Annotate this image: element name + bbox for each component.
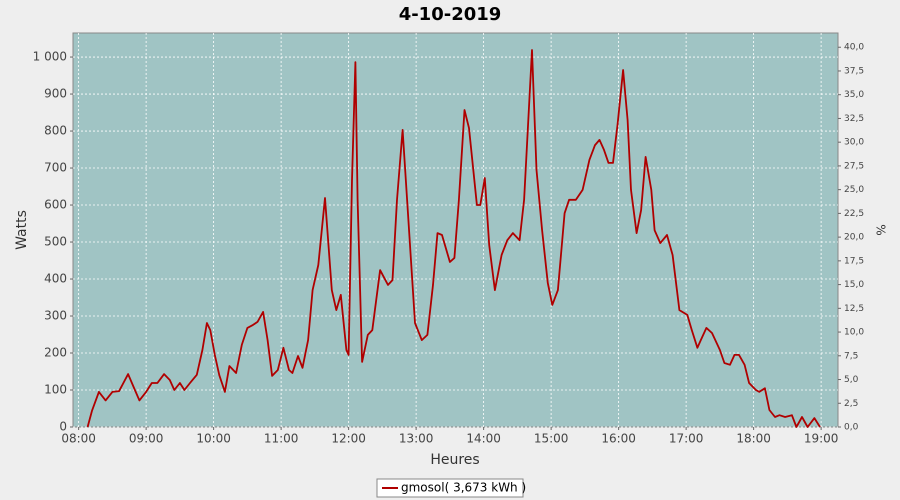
y-axis-label: Watts: [14, 210, 30, 250]
y2-tick-label: 15,0: [844, 280, 864, 290]
y-tick-label: 1 000: [33, 50, 67, 64]
y-tick-label: 900: [44, 87, 67, 101]
x-tick-label: 08:00: [61, 432, 96, 446]
y2-tick-label: 12,5: [844, 304, 864, 314]
y2-tick-label: 37,5: [844, 66, 864, 76]
x-tick-label: 17:00: [669, 432, 704, 446]
y2-tick-label: 10,0: [844, 328, 864, 338]
y2-tick-label: 27,5: [844, 161, 864, 171]
y-tick-label: 800: [44, 124, 67, 138]
y-tick-label: 400: [44, 272, 67, 286]
y2-tick-label: 35,0: [844, 90, 864, 100]
y2-tick-label: 40,0: [844, 43, 864, 53]
y-tick-label: 200: [44, 346, 67, 360]
y2-tick-label: 5,0: [844, 375, 859, 385]
plot-area: [72, 32, 839, 428]
y2-axis-label: %: [874, 224, 888, 235]
x-tick-label: 12:00: [331, 432, 366, 446]
x-tick-label: 18:00: [736, 432, 771, 446]
x-tick-label: 10:00: [196, 432, 231, 446]
y2-tick-label: 25,0: [844, 185, 864, 195]
x-tick-label: 15:00: [534, 432, 569, 446]
y2-tick-label: 2,5: [844, 399, 858, 409]
data-line: [86, 49, 821, 428]
x-axis-label: Heures: [430, 452, 479, 468]
y2-tick-label: 22,5: [844, 209, 864, 219]
y-tick-label: 100: [44, 383, 67, 397]
y-tick-label: 600: [44, 198, 67, 212]
x-tick-label: 13:00: [399, 432, 434, 446]
legend: [376, 478, 524, 498]
legend-label: gmosol( 3,673 kWh ): [401, 481, 526, 495]
y2-tick-label: 17,5: [844, 256, 864, 266]
x-tick-label: 16:00: [601, 432, 636, 446]
y-tick-label: 500: [44, 235, 67, 249]
y2-tick-label: 20,0: [844, 233, 864, 243]
y-tick-label: 0: [59, 420, 67, 434]
x-tick-label: 11:00: [264, 432, 299, 446]
x-tick-label: 19:00: [804, 432, 839, 446]
y2-tick-label: 32,5: [844, 114, 864, 124]
y-tick-label: 700: [44, 161, 67, 175]
x-tick-label: 09:00: [129, 432, 164, 446]
y-tick-label: 300: [44, 309, 67, 323]
y2-tick-label: 7,5: [844, 351, 858, 361]
chart-title: 4-10-2019: [399, 4, 502, 25]
x-tick-label: 14:00: [466, 432, 501, 446]
y2-tick-label: 0,0: [844, 423, 859, 433]
y2-tick-label: 30,0: [844, 138, 864, 148]
